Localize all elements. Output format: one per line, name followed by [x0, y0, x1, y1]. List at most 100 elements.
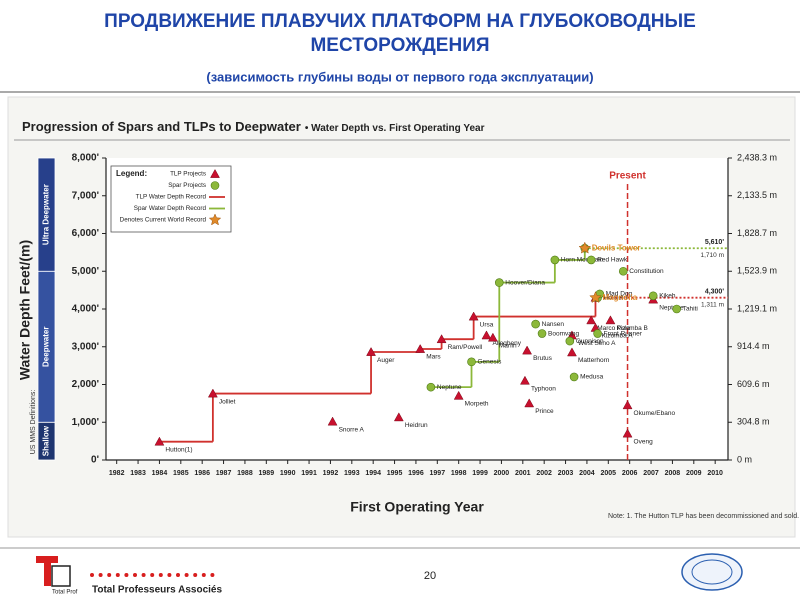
- project-label: Okume/Ebano: [634, 410, 676, 417]
- y-tick-label: 4,000': [72, 304, 99, 315]
- x-axis-title: First Operating Year: [350, 499, 484, 515]
- x-tick-label: 1988: [237, 470, 253, 477]
- tlp-marker: [622, 400, 633, 410]
- project-label: West Seno A: [578, 340, 616, 347]
- tlp-marker: [436, 334, 447, 344]
- y2-tick-label: 914.4 m: [737, 341, 770, 351]
- emblem-inner: [691, 559, 733, 585]
- tlp-marker: [453, 390, 464, 400]
- x-tick-label: 2005: [601, 470, 617, 477]
- record-label: Magnolia: [602, 293, 637, 302]
- y2-tick-label: 304.8 m: [737, 417, 770, 427]
- footer-dot: [193, 573, 198, 577]
- record-metric-label: 1,710 m: [701, 252, 725, 259]
- project-label: Hutton(1): [165, 446, 192, 453]
- project-label: Jolliet: [219, 398, 236, 405]
- project-label: Gunnison: [576, 338, 604, 345]
- tlp-marker: [154, 436, 165, 446]
- zone-label: Shallow: [42, 425, 51, 456]
- logo-stem: [44, 556, 51, 586]
- chart-title-main: Progression of Spars and TLPs to Deepwat…: [22, 119, 301, 134]
- x-tick-label: 1994: [365, 470, 381, 477]
- x-tick-label: 2001: [515, 470, 531, 477]
- legend-label: TLP Water Depth Record: [136, 194, 207, 201]
- y2-tick-label: 609.6 m: [737, 379, 770, 389]
- project-label: Mars: [426, 354, 441, 361]
- legend-swatch: [210, 168, 220, 178]
- chart-title: Progression of Spars and TLPs to Deepwat…: [22, 119, 485, 134]
- y2-tick-label: 2,133.5 m: [737, 190, 777, 200]
- brand: Total Professeurs Associés: [92, 585, 222, 596]
- spar-marker: [593, 329, 602, 338]
- y-tick-label: 1,000': [72, 417, 99, 428]
- project-label: Heidrun: [405, 422, 428, 429]
- project-label: Prince: [535, 408, 554, 415]
- spar-marker: [586, 255, 596, 265]
- project-label: Matterhorn: [578, 357, 610, 364]
- y-axis-title: Water Depth Feet/(m): [17, 240, 33, 380]
- spar-marker: [531, 319, 540, 329]
- project-label: Marlin: [499, 342, 517, 349]
- x-tick-label: 1993: [344, 470, 360, 477]
- project-label: Kizomba A: [601, 333, 633, 340]
- project-label: Genesis: [478, 359, 503, 366]
- legend-swatch: [208, 213, 222, 226]
- y-tick-label: 0': [91, 455, 99, 466]
- footer-dot: [184, 573, 189, 577]
- chart-subtitle: • Water Depth vs. First Operating Year: [305, 123, 485, 134]
- record-label: 4,300': [705, 289, 725, 296]
- footer-dot: [210, 573, 215, 577]
- x-tick-label: 1999: [472, 470, 488, 477]
- y-tick-label: 7,000': [72, 190, 99, 201]
- y-tick-label: 8,000': [72, 153, 99, 164]
- x-tick-label: 2002: [536, 470, 552, 477]
- project-label: Red Hawk: [597, 257, 628, 264]
- present-label: Present: [609, 171, 646, 182]
- y-tick-label: 3,000': [72, 341, 99, 352]
- footer-dot: [124, 573, 129, 577]
- project-label: Constitution: [629, 268, 664, 275]
- spar-marker: [565, 336, 575, 346]
- footer-dot: [150, 573, 155, 577]
- footer-dot: [141, 573, 146, 577]
- x-tick-label: 2000: [494, 470, 510, 477]
- footer-dot: [167, 573, 172, 577]
- record-label: 5,610': [705, 239, 725, 246]
- y2-tick-label: 1,523.9 m: [737, 266, 777, 276]
- footer-dot: [90, 573, 94, 577]
- project-label: Brutus: [533, 355, 553, 362]
- legend-label: TLP Projects: [170, 171, 206, 178]
- spar-marker: [648, 291, 658, 301]
- x-tick-label: 1984: [152, 470, 168, 477]
- zone-label: Deepwater: [42, 327, 51, 367]
- x-tick-label: 1997: [430, 470, 446, 477]
- chart-note: Note: 1. The Hutton TLP has been decommi…: [608, 513, 799, 520]
- x-tick-label: 1998: [451, 470, 467, 477]
- spar-marker: [569, 372, 579, 382]
- x-tick-label: 1985: [173, 470, 189, 477]
- slide-title: ПРОДВИЖЕНИЕ ПЛАВУЧИХ ПЛАТФОРМ НА ГЛУБОКО…: [104, 11, 696, 32]
- project-label: Tahiti: [683, 306, 698, 313]
- spar-marker: [494, 278, 504, 287]
- tlp-marker: [415, 344, 426, 353]
- x-tick-label: 2003: [558, 470, 574, 477]
- legend-label: Spar Projects: [168, 182, 206, 189]
- x-tick-label: 1996: [408, 470, 424, 477]
- tlp-marker: [207, 388, 218, 398]
- footer-dot: [98, 573, 103, 577]
- spar-marker: [672, 304, 682, 314]
- x-tick-label: 1991: [301, 470, 317, 477]
- project-label: Ursa: [480, 321, 494, 328]
- footer-dot: [176, 573, 180, 577]
- project-label: Mad Dog: [606, 291, 633, 298]
- spar-marker: [550, 255, 560, 265]
- x-tick-label: 2009: [686, 470, 702, 477]
- project-label: Holstein: [604, 294, 628, 301]
- spar-marker: [537, 329, 547, 338]
- project-label: Morpeth: [465, 401, 489, 408]
- legend-title: Legend:: [116, 169, 147, 178]
- record-metric-label: 1,311 m: [701, 301, 724, 308]
- y2-tick-label: 0 m: [737, 454, 752, 464]
- footer-dot: [115, 573, 120, 577]
